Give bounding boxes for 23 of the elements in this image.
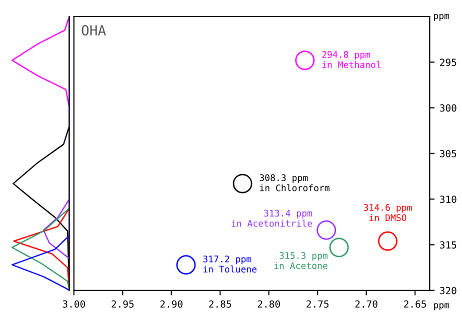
- x-tick-label: 2.75: [306, 300, 329, 308]
- annotation: 294.8 ppm in Methanol: [322, 51, 380, 68]
- y-axis-title: ppm: [434, 14, 450, 21]
- y-tick-label: 300: [440, 104, 456, 112]
- annotation: 314.6 ppm in DMSO: [364, 204, 412, 222]
- annotation: 313.4 ppm in Acetonitrile: [232, 210, 312, 227]
- y-tick-label: 305: [440, 150, 456, 158]
- chart-title: OHA: [82, 25, 106, 36]
- x-tick-label: 2.95: [112, 300, 134, 308]
- x-tick-label: 2.80: [258, 300, 280, 308]
- x-tick-label: 2.70: [355, 300, 378, 308]
- y-tick-label: 320: [440, 286, 456, 294]
- annotation: 308.3 ppm in Chloroform: [260, 174, 330, 192]
- annotation: 315.3 ppm in Acetone: [274, 252, 328, 270]
- x-tick-label: 2.65: [404, 300, 426, 308]
- x-tick-label: 3.00: [62, 300, 85, 308]
- x-tick-label: 2.85: [209, 300, 232, 308]
- y-tick-label: 315: [440, 241, 456, 249]
- x-axis-title: ppm: [434, 303, 450, 310]
- annotation: 317.2 ppm in Toluene: [203, 256, 256, 273]
- y-tick-label: 295: [440, 58, 456, 66]
- x-tick-label: 2.90: [160, 300, 182, 308]
- y-tick-label: 310: [440, 196, 456, 203]
